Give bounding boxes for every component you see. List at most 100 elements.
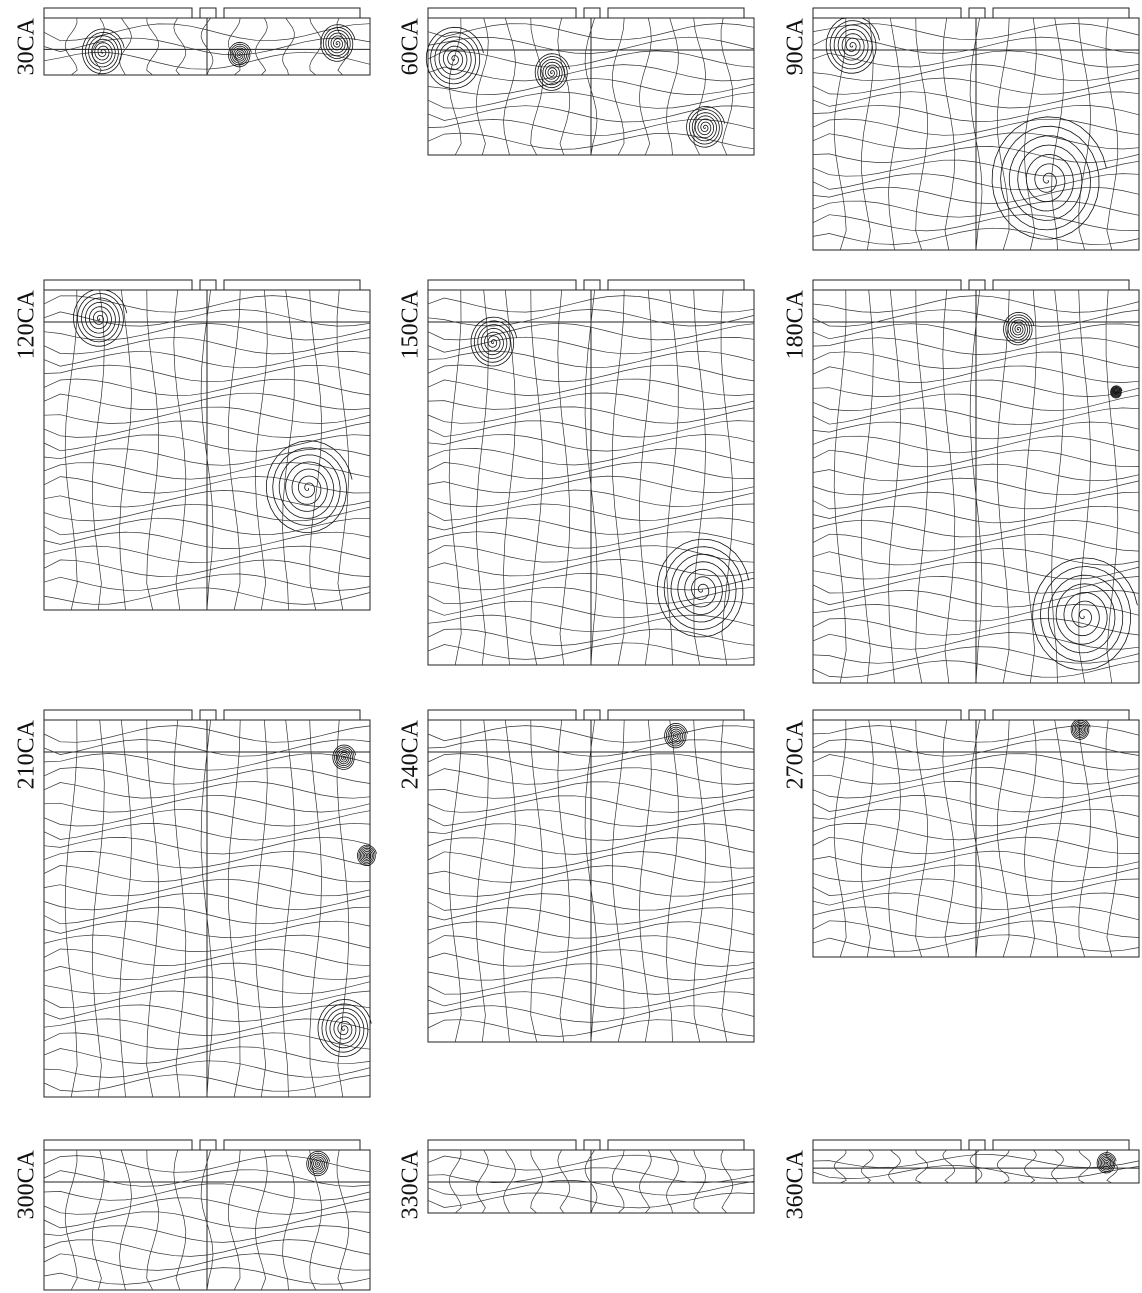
streamline	[916, 720, 928, 957]
panel: 120CA	[14, 280, 371, 610]
vortex	[471, 317, 517, 366]
streamline	[147, 720, 159, 1097]
streamline	[1052, 720, 1064, 957]
panel: 60CA	[398, 8, 755, 155]
vortex	[826, 18, 879, 73]
streamline	[120, 1150, 132, 1290]
streamline	[916, 290, 928, 683]
vortex	[665, 723, 688, 747]
streamline	[93, 720, 105, 1097]
panel-label: 360CA	[783, 1149, 809, 1219]
vortex	[1033, 558, 1138, 670]
vortex	[1097, 1153, 1116, 1173]
panel-label: 180CA	[783, 289, 809, 359]
streamline	[449, 290, 461, 665]
streamline	[120, 18, 132, 75]
head-outline	[44, 710, 370, 720]
panel-label: 240CA	[398, 719, 424, 789]
streamline	[612, 290, 624, 665]
streamline	[255, 290, 267, 610]
vortex	[307, 1151, 330, 1175]
vortex	[229, 42, 252, 67]
streamline	[834, 290, 846, 683]
head-outline	[44, 8, 370, 18]
streamline	[477, 720, 489, 1042]
streamline	[862, 290, 874, 683]
streamline	[943, 1150, 955, 1183]
head-outline	[428, 710, 754, 720]
panel: 300CA	[14, 1140, 371, 1290]
streamline	[147, 18, 159, 75]
head-outline	[44, 280, 370, 290]
head-outline	[813, 710, 1139, 720]
streamline	[889, 18, 901, 250]
vortex	[1111, 386, 1123, 398]
streamline	[889, 720, 901, 957]
vortex	[535, 54, 569, 91]
streamline	[558, 18, 570, 155]
streamline	[694, 290, 706, 665]
panel-label: 90CA	[783, 17, 809, 75]
streamline	[310, 18, 322, 75]
streamline	[1079, 720, 1091, 957]
figure: 30CA 60CA 90CA 120CA 150CA 180CA 210CA 240CA 270…	[0, 0, 1142, 1293]
panel: 240CA	[398, 710, 755, 1042]
streamline	[862, 720, 874, 957]
streamline	[283, 290, 295, 610]
vortex	[1004, 312, 1035, 345]
streamline	[147, 290, 159, 610]
vortex	[1071, 720, 1090, 739]
streamline	[147, 1150, 159, 1290]
streamline	[283, 720, 295, 1097]
streamline	[228, 720, 240, 1097]
panel-label: 270CA	[783, 719, 809, 789]
streamline	[916, 1150, 928, 1183]
panel-label: 30CA	[14, 17, 40, 75]
streamline	[1106, 720, 1118, 957]
streamline	[889, 290, 901, 683]
panel: 360CA	[783, 1140, 1140, 1219]
vortex	[321, 25, 355, 62]
streamline	[639, 290, 651, 665]
streamline	[721, 18, 733, 155]
panel-label: 60CA	[398, 17, 424, 75]
head-outline	[428, 8, 754, 18]
panel: 210CA	[14, 710, 377, 1097]
head-outline	[428, 1140, 754, 1150]
streamline	[255, 18, 267, 75]
panel: 270CA	[783, 710, 1140, 957]
head-outline	[44, 1140, 370, 1150]
streamline	[997, 290, 1009, 683]
streamline	[1106, 18, 1118, 250]
streamline	[504, 18, 516, 155]
panel-label: 120CA	[14, 289, 40, 359]
vortex	[266, 441, 352, 533]
panel: 330CA	[398, 1140, 755, 1219]
streamline	[504, 720, 516, 1042]
streamline	[1024, 1150, 1036, 1183]
streamline	[65, 1150, 77, 1290]
streamline	[255, 720, 267, 1097]
streamline	[65, 18, 77, 75]
vortex	[426, 27, 483, 88]
streamline	[943, 290, 955, 683]
vortex	[687, 106, 725, 147]
panel: 180CA	[783, 280, 1140, 683]
panel: 90CA	[783, 8, 1140, 250]
head-outline	[813, 8, 1139, 18]
panel-label: 330CA	[398, 1149, 424, 1219]
streamline	[283, 18, 295, 75]
streamline	[1052, 18, 1064, 250]
panel-label: 300CA	[14, 1149, 40, 1219]
streamline	[1024, 290, 1036, 683]
streamline	[531, 290, 543, 665]
streamline	[1079, 1150, 1091, 1183]
streamline	[449, 18, 461, 155]
panel-label: 150CA	[398, 289, 424, 359]
panel-label: 210CA	[14, 719, 40, 789]
streamline	[120, 290, 132, 610]
panel: 30CA	[14, 8, 371, 75]
head-outline	[428, 280, 754, 290]
vortex	[82, 29, 124, 74]
panel: 150CA	[398, 280, 755, 665]
